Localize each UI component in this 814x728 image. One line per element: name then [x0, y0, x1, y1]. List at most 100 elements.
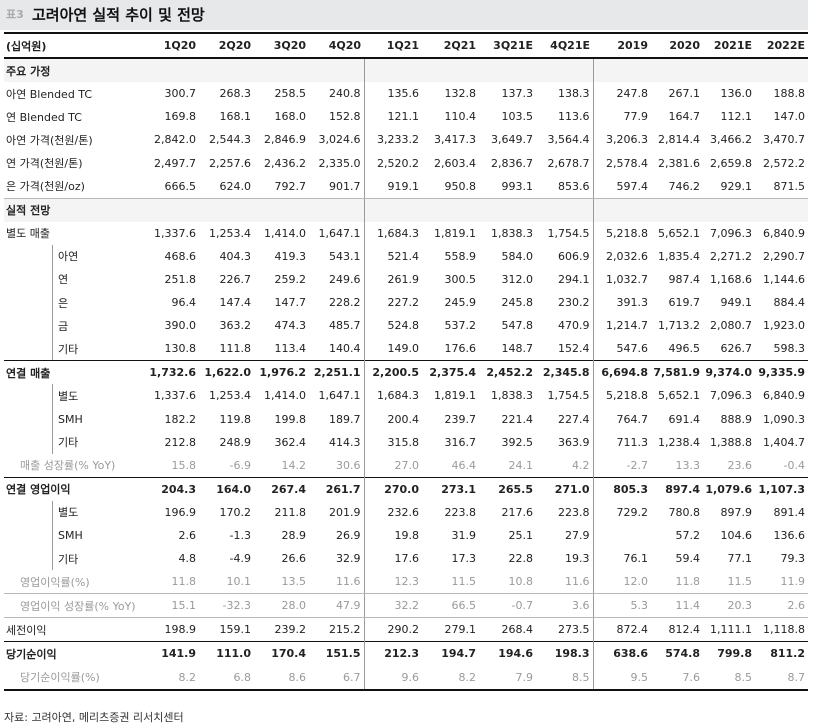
- cell-value: [363, 58, 422, 83]
- cell-value: 2,375.4: [422, 360, 479, 385]
- cell-value: 780.8: [668, 505, 701, 519]
- cell-value: 558.9: [444, 249, 477, 263]
- row-label: 기타: [4, 430, 144, 454]
- cell-value: 194.7: [422, 641, 479, 666]
- cell-value: 901.7: [309, 174, 364, 199]
- cell-value: 168.1: [219, 110, 252, 124]
- cell-value: 8.6: [254, 665, 309, 691]
- cell-value: 25.1: [508, 529, 534, 543]
- cell-value: 273.5: [558, 623, 590, 637]
- cell-value: 12.3: [363, 570, 422, 595]
- cell-value: 223.8: [558, 505, 590, 519]
- header-period: 4Q20: [309, 31, 364, 60]
- cell-value: 1,838.3: [491, 389, 533, 403]
- cell-value: 249.6: [329, 272, 361, 286]
- cell-value: 30.6: [336, 458, 361, 472]
- cell-value: 32.9: [336, 552, 361, 566]
- cell-value: 3,564.4: [547, 133, 590, 147]
- cell-value: 949.1: [720, 296, 753, 310]
- cell-value: [592, 198, 651, 222]
- cell-value: 929.1: [703, 174, 755, 199]
- cell-value: -2.7: [592, 453, 651, 478]
- cell-value: 8.5: [536, 665, 593, 691]
- cell-value: 265.5: [479, 476, 536, 501]
- cell-value: 1,622.0: [199, 360, 254, 385]
- cell-value: 3,649.7: [491, 133, 533, 147]
- cell-value: 897.9: [720, 505, 753, 519]
- header-period: 2Q20: [199, 31, 254, 60]
- cell-value: 1,337.6: [154, 226, 196, 240]
- cell-value: 5,652.1: [658, 389, 700, 403]
- table-row: 연결 영업이익 204.3 164.0 267.4 261.7 270.0 273.1 265…: [4, 476, 808, 501]
- cell-value: 1,414.0: [264, 226, 306, 240]
- table-row: 연 251.8 226.7 259.2 249.6 261.9 300.5 312.0 294.…: [4, 267, 808, 292]
- cell-value: 5.3: [592, 593, 651, 619]
- cell-value: 113.6: [558, 110, 590, 124]
- cell-value: 215.2: [329, 623, 361, 637]
- cell-value: 3,470.7: [763, 133, 805, 147]
- cell-value: 279.1: [444, 623, 477, 637]
- cell-value: 223.8: [444, 505, 477, 519]
- table-title: 고려아연 실적 추이 및 전망: [32, 6, 205, 24]
- cell-value: 2,381.6: [658, 156, 700, 170]
- row-label: 연결 영업이익: [4, 476, 144, 501]
- cell-value: 8.7: [755, 665, 808, 691]
- cell-value: 46.4: [451, 458, 477, 472]
- cell-value: 136.6: [773, 529, 806, 543]
- cell-value: 1,835.4: [658, 249, 700, 263]
- table-row: 영업이익률(%) 11.8 10.1 13.5 11.6 12.3 11.5 10.8 11.6…: [4, 570, 808, 595]
- row-label: 별도: [4, 500, 144, 524]
- cell-value: [144, 58, 199, 83]
- cell-value: 1,079.6: [703, 476, 755, 501]
- table-row: 기타 130.8 111.8 113.4 140.4 149.0 176.6 148.7 152…: [4, 337, 808, 361]
- cell-value: 27.9: [565, 529, 590, 543]
- cell-value: 1,713.2: [658, 319, 700, 333]
- row-label: 영업이익 성장률(% YoY): [4, 593, 144, 619]
- cell-value: 248.9: [219, 435, 252, 449]
- table-row: 매출 성장률(% YoY) 15.8 -6.9 14.2 30.6 27.0 46.4 24.…: [4, 453, 808, 478]
- cell-value: [479, 58, 536, 83]
- cell-value: 987.4: [668, 272, 701, 286]
- cell-value: 474.3: [274, 319, 307, 333]
- cell-value: 1,032.7: [592, 267, 651, 292]
- cell-value: 267.1: [668, 87, 701, 101]
- cell-value: 204.3: [144, 476, 199, 501]
- row-label: 은: [4, 291, 144, 315]
- cell-value: 140.4: [329, 342, 361, 356]
- cell-value: 152.4: [558, 342, 590, 356]
- financial-table: (십억원) 1Q20 2Q20 3Q20 4Q20 1Q21 2Q21 3Q21E 4Q21E 2…: [4, 31, 808, 691]
- cell-value: 799.8: [703, 641, 755, 666]
- cell-value: 77.9: [592, 105, 651, 129]
- row-label: 연결 매출: [4, 360, 144, 385]
- cell-value: 805.3: [592, 476, 651, 501]
- cell-value: 188.8: [773, 87, 806, 101]
- cell-value: 888.9: [720, 412, 753, 426]
- row-label: 은 가격(천원/oz): [4, 174, 144, 199]
- cell-value: 1,404.7: [763, 435, 805, 449]
- cell-value: 792.7: [254, 174, 309, 199]
- section-row: 주요 가정: [4, 58, 808, 83]
- cell-value: 9.6: [363, 665, 422, 691]
- cell-value: 19.8: [363, 523, 422, 548]
- cell-value: 11.9: [755, 570, 808, 595]
- cell-value: 891.4: [773, 505, 806, 519]
- cell-value: 15.1: [144, 593, 199, 619]
- table-row: 연 Blended TC 169.8 168.1 168.0 152.8 121.1 110…: [4, 105, 808, 129]
- cell-value: 7.6: [651, 665, 703, 691]
- cell-value: [703, 58, 755, 83]
- cell-value: 159.1: [219, 623, 252, 637]
- cell-value: 2,200.5: [363, 360, 422, 385]
- cell-value: [755, 198, 808, 222]
- cell-value: 13.3: [675, 458, 701, 472]
- cell-value: 729.2: [592, 500, 651, 524]
- cell-value: 111.8: [219, 342, 252, 356]
- cell-value: 547.6: [592, 337, 651, 361]
- cell-value: 227.2: [363, 291, 422, 315]
- cell-value: 6.8: [199, 665, 254, 691]
- row-label: 아연 Blended TC: [6, 87, 93, 101]
- cell-value: [309, 58, 364, 83]
- table-header: (십억원) 1Q20 2Q20 3Q20 4Q20 1Q21 2Q21 3Q21E 4Q21E 2…: [4, 31, 808, 60]
- cell-value: 22.8: [508, 552, 534, 566]
- row-label: 당기순이익률(%): [4, 665, 144, 691]
- cell-value: 1,253.4: [209, 389, 251, 403]
